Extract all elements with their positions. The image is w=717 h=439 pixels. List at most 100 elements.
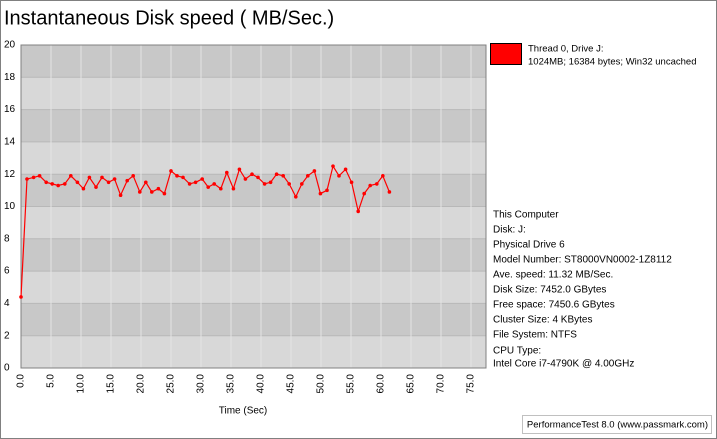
grid-band (21, 303, 486, 336)
data-point (193, 180, 198, 185)
y-tick-label: 12 (4, 169, 16, 180)
grid-band (21, 77, 486, 110)
x-tick-label: 65.0 (406, 374, 417, 394)
x-tick-label: 5.0 (46, 374, 57, 388)
data-point (63, 182, 67, 186)
data-point (381, 174, 385, 178)
info-line: Disk Size: 7452.0 GBytes (493, 285, 606, 296)
data-point (287, 182, 292, 186)
data-point (331, 164, 335, 168)
info-line: Cluster Size: 4 KBytes (493, 315, 592, 326)
y-tick-label: 20 (4, 40, 16, 51)
plot-border (20, 44, 487, 369)
data-point (219, 186, 223, 191)
x-tick-label: 25.0 (166, 374, 177, 394)
data-point (231, 186, 236, 191)
x-tick-label: 75.0 (466, 374, 477, 394)
data-point (75, 180, 80, 185)
grid-band (21, 45, 486, 78)
data-point (162, 191, 167, 196)
data-point (181, 175, 185, 180)
data-point (250, 172, 254, 176)
data-point (375, 182, 379, 186)
legend-detail: 1024MB; 16384 bytes; Win32 uncached (528, 57, 696, 68)
info-line: Intel Core i7-4790K @ 4.00GHz (493, 359, 634, 370)
data-point (200, 177, 204, 181)
x-tick-label: 0.0 (16, 374, 27, 388)
y-tick-label: 6 (4, 266, 10, 277)
info-line: Physical Drive 6 (493, 240, 565, 251)
x-tick-label: 10.0 (76, 374, 87, 394)
footer: PerformanceTest 8.0 (www.passmark.com) (527, 420, 708, 431)
data-point (187, 182, 192, 186)
x-tick-label: 45.0 (286, 374, 297, 394)
data-point (150, 190, 154, 194)
data-point (318, 191, 323, 196)
data-point (281, 174, 286, 178)
x-axis-label: Time (Sec) (219, 406, 268, 417)
data-point (343, 167, 348, 172)
data-point (262, 182, 267, 186)
grid-band (21, 238, 486, 272)
data-point (37, 174, 42, 178)
x-tick-label: 55.0 (346, 374, 357, 394)
data-point (131, 174, 135, 178)
data-point (44, 180, 48, 185)
data-point (118, 193, 123, 197)
x-tick-label: 70.0 (436, 374, 447, 394)
data-point (325, 188, 329, 193)
y-tick-label: 10 (4, 201, 16, 212)
data-point (337, 174, 341, 178)
x-tick-label: 30.0 (196, 374, 207, 394)
data-point (144, 180, 148, 185)
data-point (138, 190, 142, 194)
data-point (25, 177, 29, 181)
data-point (294, 195, 298, 199)
data-point (69, 174, 73, 178)
grid-band (21, 335, 486, 368)
data-point (274, 172, 279, 176)
y-tick-label: 14 (4, 137, 16, 148)
data-point (387, 190, 392, 194)
y-tick-label: 8 (4, 233, 10, 244)
data-point (175, 174, 179, 178)
data-point (106, 180, 111, 185)
y-tick-label: 4 (4, 298, 10, 309)
data-point (300, 182, 304, 186)
x-tick-label: 20.0 (136, 374, 147, 394)
y-tick-label: 0 (4, 363, 10, 374)
data-point (56, 183, 60, 188)
grid-band (21, 206, 486, 239)
x-tick-label: 60.0 (376, 374, 387, 394)
data-point (268, 180, 273, 185)
data-point (87, 175, 92, 180)
info-line: Model Number: ST8000VN0002-1Z8112 (493, 255, 672, 266)
info-line: CPU Type: (493, 346, 541, 357)
x-tick-label: 35.0 (226, 374, 237, 394)
data-point (356, 209, 361, 214)
legend-swatch (490, 43, 522, 65)
data-point (156, 186, 161, 191)
y-tick-label: 18 (4, 72, 16, 83)
grid-band (21, 174, 486, 207)
data-point (243, 177, 248, 181)
data-point (94, 185, 98, 189)
data-point (368, 183, 373, 188)
data-point (112, 177, 117, 181)
info-line: This Computer (493, 210, 559, 221)
y-tick-label: 2 (4, 330, 10, 341)
data-point (125, 178, 129, 183)
info-line: Free space: 7450.6 GBytes (493, 300, 615, 311)
data-point (362, 191, 367, 196)
info-line: Disk: J: (493, 225, 526, 236)
footer-box (522, 415, 712, 434)
info-line: Ave. speed: 11.32 MB/Sec. (493, 270, 613, 281)
grid-band (21, 271, 486, 304)
x-tick-label: 40.0 (256, 374, 267, 394)
data-point (212, 182, 216, 186)
data-point (31, 175, 36, 180)
data-point (50, 182, 54, 186)
data-point (237, 167, 242, 172)
data-point (206, 185, 210, 189)
